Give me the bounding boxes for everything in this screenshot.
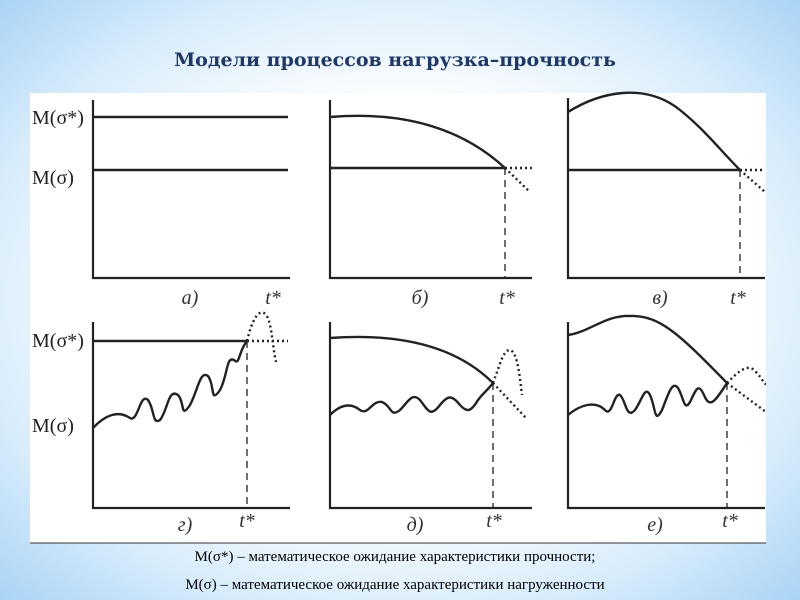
caption-line: M(σ) – математическое ожидание характери… [185, 577, 604, 593]
load-curve [92, 340, 248, 429]
panel-label: е) [647, 514, 663, 536]
figure-area [30, 93, 766, 543]
caption-line: M(σ*) – математическое ожидание характер… [195, 549, 596, 565]
continuation [739, 168, 766, 193]
y-label: M(σ) [32, 415, 74, 437]
time-label: t* [239, 510, 255, 532]
time-label: t* [265, 287, 281, 309]
axes [91, 100, 290, 280]
strength-curve [329, 114, 506, 169]
time-label: t* [722, 510, 738, 532]
panel-label: в) [652, 287, 668, 309]
strength-curve [567, 314, 728, 384]
axes [91, 322, 290, 510]
time-label: t* [486, 510, 502, 532]
continuation [504, 166, 532, 193]
load-curve [329, 382, 494, 416]
strength-curve [567, 91, 741, 171]
strength-curve [329, 335, 494, 384]
panel-d: г) t* [91, 311, 290, 536]
slide-title: Модели процессов нагрузка–прочность [174, 49, 616, 71]
panel-label: а) [182, 287, 199, 309]
axes [328, 322, 532, 510]
axes [566, 98, 765, 280]
panel-f: е) t* [566, 314, 767, 536]
continuation [726, 366, 767, 413]
axes [566, 322, 765, 510]
panel-c: в) t* [566, 91, 766, 309]
panel-a: а) t* [91, 100, 290, 309]
panel-label: г) [178, 514, 193, 536]
time-label: t* [499, 287, 515, 309]
time-label: t* [730, 287, 746, 309]
load-curve [567, 382, 729, 418]
panel-label: б) [412, 287, 429, 309]
y-label: M(σ*) [32, 330, 84, 352]
axes [328, 100, 532, 280]
panel-label: д) [407, 514, 424, 536]
continuation [491, 348, 527, 419]
continuation [245, 311, 288, 363]
y-label: M(σ*) [32, 107, 84, 129]
panel-b: б) t* [328, 100, 532, 309]
panel-e: д) t* [328, 322, 532, 536]
y-label: M(σ) [32, 167, 74, 189]
